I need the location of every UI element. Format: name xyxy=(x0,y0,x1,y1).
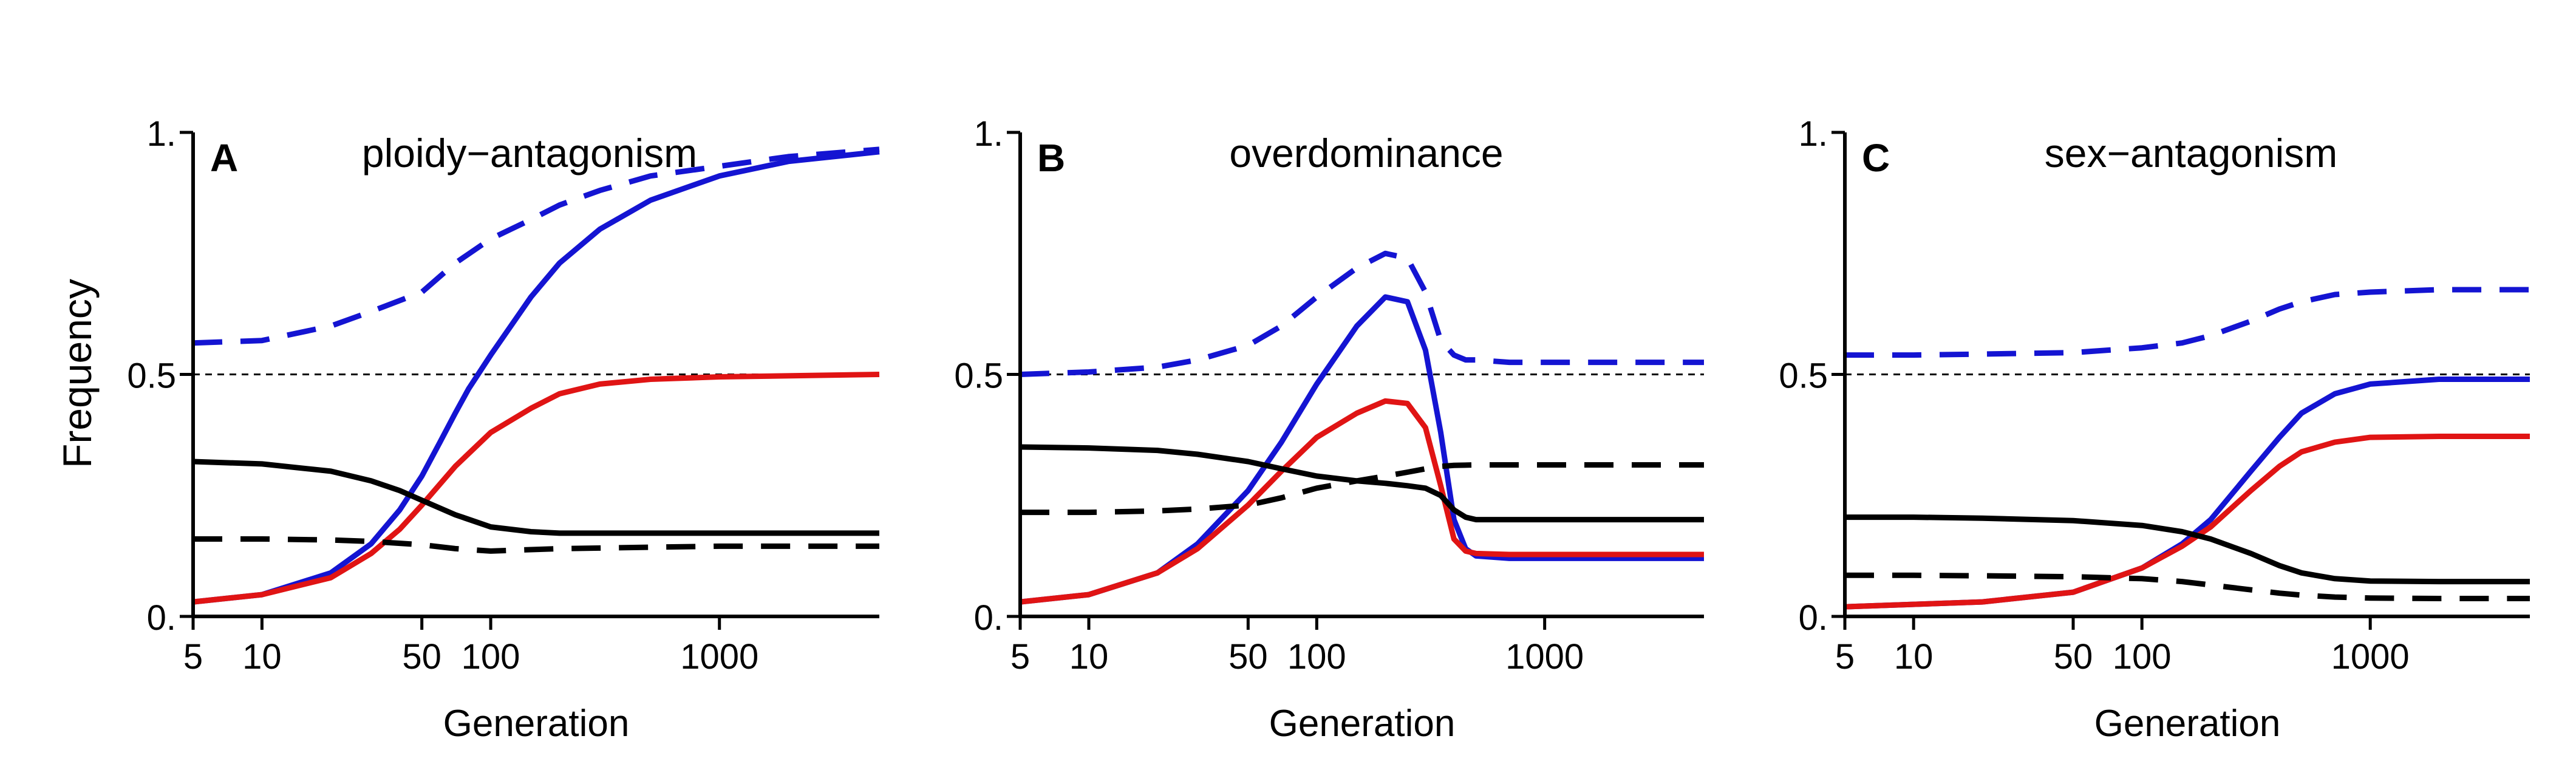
x-tick-label: 10 xyxy=(1069,637,1109,677)
y-tick-label: 1. xyxy=(1799,114,1828,154)
x-tick-label: 1000 xyxy=(680,637,758,677)
series-line-5 xyxy=(1020,462,1704,516)
series-line-3 xyxy=(1020,398,1704,605)
y-tick-label: 0. xyxy=(974,598,1003,638)
series-line-4 xyxy=(1845,514,2530,585)
series-line-2 xyxy=(193,146,880,346)
panel-letter: B xyxy=(1037,136,1065,180)
panel-title: overdominance xyxy=(1229,131,1503,176)
x-tick-label: 100 xyxy=(2113,637,2172,677)
series-line-2 xyxy=(1845,287,2530,358)
panel-a: 0. 0.5 1. 5 10 50 100 1000 Generation A ploidy−ant… xyxy=(127,114,880,745)
x-tick-label: 50 xyxy=(1228,637,1268,677)
series-line-4 xyxy=(193,459,879,536)
series-line-3 xyxy=(1844,434,2530,610)
x-axis-label: Generation xyxy=(443,703,630,745)
x-tick-label: 50 xyxy=(2054,637,2093,677)
x-tick-label: 5 xyxy=(183,637,203,677)
panel-title: sex−antagonism xyxy=(2045,131,2337,176)
y-tick-label: 0.5 xyxy=(1779,356,1828,396)
panel-title: ploidy−antagonism xyxy=(362,131,697,176)
y-tick-label: 0.5 xyxy=(954,356,1003,396)
series-line-5 xyxy=(1845,572,2530,601)
x-tick-label: 100 xyxy=(1287,637,1346,677)
series-line-1 xyxy=(193,149,880,605)
figure-ylabel: Frequency xyxy=(55,279,100,468)
x-axis-label: Generation xyxy=(1269,703,1456,745)
y-tick-label: 0.5 xyxy=(127,356,176,396)
x-tick-label: 50 xyxy=(402,637,441,677)
x-tick-label: 10 xyxy=(1894,637,1934,677)
x-tick-label: 1000 xyxy=(1505,637,1584,677)
series-line-4 xyxy=(1020,444,1704,523)
x-tick-label: 10 xyxy=(242,637,282,677)
x-tick-label: 1000 xyxy=(2331,637,2410,677)
y-tick-label: 0. xyxy=(147,598,176,638)
panel-c: 0. 0.5 1. 5 10 50 100 1000 Generation C sex−antago… xyxy=(1779,114,2530,745)
x-tick-label: 100 xyxy=(462,637,520,677)
series-line-3 xyxy=(193,372,880,605)
y-tick-label: 1. xyxy=(147,114,176,154)
panel-letter: A xyxy=(210,136,238,180)
y-tick-label: 1. xyxy=(974,114,1003,154)
panel-b: 0. 0.5 1. 5 10 50 100 1000 Generation B overdomina… xyxy=(954,114,1704,745)
x-axis-label: Generation xyxy=(2094,703,2281,745)
y-tick-label: 0. xyxy=(1799,598,1828,638)
x-tick-label: 5 xyxy=(1010,637,1030,677)
panel-letter: C xyxy=(1862,136,1890,180)
x-tick-label: 5 xyxy=(1835,637,1855,677)
series-line-2 xyxy=(1020,250,1704,377)
